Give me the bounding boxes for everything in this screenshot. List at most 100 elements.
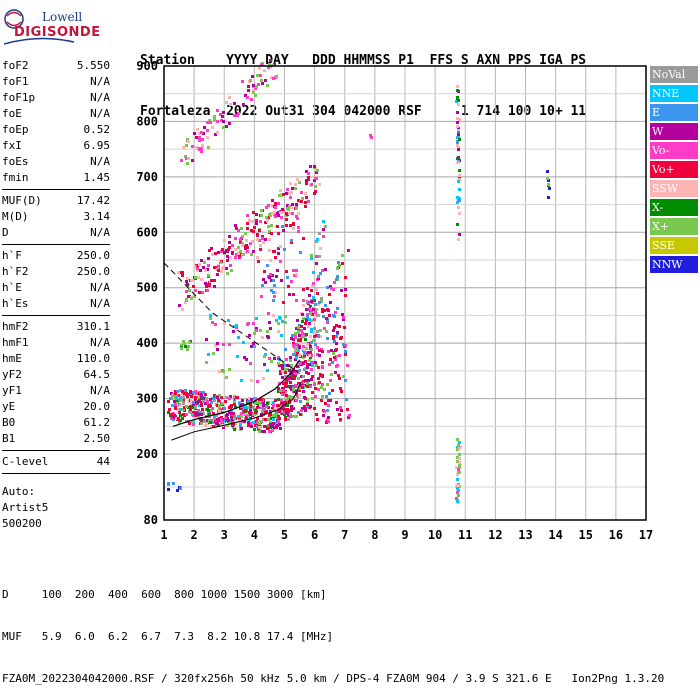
echo-pixel	[233, 401, 236, 404]
legend-item-e: E	[650, 104, 698, 121]
echo-pixel	[296, 385, 299, 388]
echo-pixel	[312, 271, 315, 274]
echo-pixel	[222, 111, 225, 114]
echo-pixel	[290, 409, 293, 412]
echo-pixel	[233, 428, 236, 431]
echo-pixel	[294, 183, 297, 186]
echo-pixel	[456, 201, 459, 204]
echo-pixel	[252, 230, 255, 233]
echo-pixel	[318, 349, 321, 352]
echo-pixel	[255, 329, 258, 332]
echo-pixel	[335, 342, 338, 345]
echo-pixel	[297, 377, 300, 380]
param-value: 64.5	[83, 368, 111, 381]
echo-pixel	[167, 411, 170, 414]
param-row-fof2: foF2 5.550	[2, 58, 110, 74]
echo-pixel	[279, 189, 282, 192]
echo-pixel	[277, 420, 280, 423]
echo-pixel	[456, 142, 459, 145]
echo-pixel	[290, 405, 293, 408]
echo-pixel	[233, 395, 236, 398]
echo-pixel	[266, 369, 269, 372]
echo-pixel	[547, 183, 550, 186]
echo-pixel	[456, 448, 459, 451]
echo-pixel	[185, 144, 188, 147]
echo-pixel	[306, 366, 309, 369]
echo-pixel	[247, 89, 250, 92]
echo-pixel	[344, 276, 347, 279]
echo-pixel	[274, 206, 277, 209]
echo-pixel	[218, 370, 221, 373]
echo-pixel	[217, 251, 220, 254]
echo-pixel	[200, 401, 203, 404]
echo-pixel	[336, 364, 339, 367]
echo-pixel	[242, 103, 245, 106]
echo-pixel	[282, 211, 285, 214]
echo-pixel	[241, 244, 244, 247]
echo-pixel	[187, 140, 190, 143]
echo-pixel	[180, 399, 183, 402]
echo-pixel	[259, 329, 262, 332]
echo-pixel	[272, 279, 275, 282]
echo-pixel	[277, 322, 280, 325]
echo-pixel	[209, 421, 212, 424]
echo-pixel	[298, 324, 301, 327]
echo-pixel	[298, 369, 301, 372]
echo-pixel	[210, 419, 213, 422]
echo-pixel	[200, 413, 203, 416]
echo-pixel	[457, 484, 460, 487]
y-tick-label: 80	[144, 513, 158, 527]
echo-pixel	[309, 165, 312, 168]
echo-pixel	[264, 411, 267, 414]
echo-pixel	[326, 418, 329, 421]
echo-pixel	[307, 176, 310, 179]
echo-pixel	[458, 466, 461, 469]
echo-pixel	[212, 425, 215, 428]
echo-pixel	[250, 345, 253, 348]
echo-pixel	[247, 85, 250, 88]
echo-pixel	[311, 391, 314, 394]
echo-pixel	[252, 421, 255, 424]
echo-pixel	[546, 170, 549, 173]
echo-pixel	[334, 311, 337, 314]
echo-pixel	[184, 345, 187, 348]
echo-pixel	[338, 325, 341, 328]
echo-pixel	[221, 248, 224, 251]
echo-pixel	[266, 330, 269, 333]
echo-pixel	[200, 393, 203, 396]
echo-pixel	[281, 367, 284, 370]
echo-pixel	[237, 112, 240, 115]
param-value: 6.95	[83, 139, 111, 152]
echo-pixel	[233, 325, 236, 328]
echo-pixel	[298, 354, 301, 357]
echo-pixel	[309, 351, 312, 354]
y-tick-label: 700	[136, 170, 158, 184]
param-label: hmE	[2, 352, 22, 365]
param-value: 20.0	[83, 400, 111, 413]
echo-pixel	[258, 229, 261, 232]
echo-pixel	[252, 84, 255, 87]
echo-pixel	[311, 364, 314, 367]
x-tick-label: 13	[518, 528, 532, 542]
echo-pixel	[186, 348, 189, 351]
echo-pixel	[323, 410, 326, 413]
echo-pixel	[215, 422, 218, 425]
echo-pixel	[310, 300, 313, 303]
echo-pixel	[181, 274, 184, 277]
echo-pixel	[346, 408, 349, 411]
echo-pixel	[298, 387, 301, 390]
echo-pixel	[200, 147, 203, 150]
param-row-fxi: fxI 6.95	[2, 138, 110, 154]
echo-pixel	[238, 402, 241, 405]
echo-pixel	[174, 390, 177, 393]
echo-pixel	[208, 404, 211, 407]
echo-pixel	[303, 352, 306, 355]
echo-pixel	[206, 400, 209, 403]
echo-pixel	[194, 289, 197, 292]
echo-pixel	[282, 393, 285, 396]
echo-pixel	[281, 208, 284, 211]
echo-pixel	[223, 239, 226, 242]
echo-pixel	[214, 133, 217, 136]
echo-pixel	[223, 407, 226, 410]
echo-pixel	[197, 276, 200, 279]
